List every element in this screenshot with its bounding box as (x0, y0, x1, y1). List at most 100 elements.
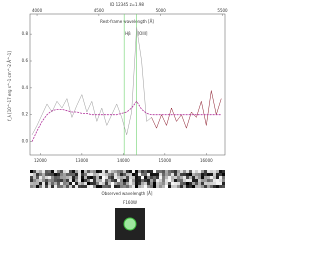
spectrum-2d-pixel (144, 170, 147, 173)
spectrum-2d-pixel (135, 170, 138, 173)
spectrum-2d-pixel (126, 176, 129, 179)
spectrum-2d-pixel (180, 170, 183, 173)
spectrum-2d-pixel (33, 182, 36, 185)
spectrum-2d-pixel (66, 182, 69, 185)
spectrum-2d-pixel (93, 170, 96, 173)
spectrum-2d-pixel (168, 179, 171, 182)
series-line (151, 90, 222, 129)
spectrum-2d-pixel (63, 182, 66, 185)
spectrum-2d-pixel (165, 173, 168, 176)
spectrum-2d-pixel (150, 170, 153, 173)
spectrum-2d-pixel (108, 182, 111, 185)
spectrum-2d-pixel (69, 179, 72, 182)
spectrum-2d-pixel (102, 173, 105, 176)
spectrum-2d-pixel (108, 170, 111, 173)
spectrum-2d-pixel (132, 170, 135, 173)
spectrum-2d-pixel (90, 170, 93, 173)
spectrum-2d-pixel (42, 173, 45, 176)
spectrum-2d-pixel (123, 179, 126, 182)
spectrum-2d-pixel (30, 176, 33, 179)
spectrum-2d-pixel (114, 170, 117, 173)
spectrum-2d-pixel (96, 176, 99, 179)
spectrum-2d-pixel (105, 176, 108, 179)
spectrum-2d-pixel (177, 182, 180, 185)
x-tick-label: 16000 (200, 158, 213, 163)
spectrum-2d-pixel (171, 173, 174, 176)
spectrum-2d-pixel (75, 170, 78, 173)
spectrum-2d-pixel (168, 173, 171, 176)
spectrum-2d-pixel (117, 182, 120, 185)
spectrum-2d-pixel (48, 170, 51, 173)
spectrum-2d-pixel (144, 176, 147, 179)
spectrum-2d-pixel (111, 176, 114, 179)
spectrum-2d-pixel (33, 179, 36, 182)
spectrum-2d-pixel (183, 173, 186, 176)
spectrum-2d-pixel (87, 179, 90, 182)
spectrum-2d-pixel (147, 173, 150, 176)
spectrum-2d-pixel (180, 179, 183, 182)
spectrum-2d-pixel (63, 173, 66, 176)
spectrum-2d-pixel (186, 170, 189, 173)
spectrum-2d-pixel (159, 185, 162, 188)
spectrum-2d-pixel (141, 185, 144, 188)
spectrum-2d-pixel (198, 185, 201, 188)
spectrum-2d-pixel (69, 182, 72, 185)
spectrum-2d-pixel (78, 170, 81, 173)
spectrum-2d-pixel (135, 173, 138, 176)
thumbnail-source (123, 217, 137, 231)
spectrum-2d-pixel (114, 173, 117, 176)
spectrum-2d-pixel (174, 185, 177, 188)
spectrum-2d-pixel (150, 179, 153, 182)
spectrum-2d-pixel (150, 185, 153, 188)
spectrum-2d-pixel (219, 179, 222, 182)
spectrum-2d-pixel (51, 170, 54, 173)
spectrum-2d-pixel (75, 182, 78, 185)
spectrum-2d-pixel (189, 179, 192, 182)
spectrum-2d-pixel (57, 176, 60, 179)
spectrum-2d-pixel (51, 176, 54, 179)
spectrum-2d-pixel (120, 182, 123, 185)
spectrum-2d-pixel (156, 179, 159, 182)
spectrum-2d-pixel (219, 182, 222, 185)
spectrum-2d-pixel (210, 170, 213, 173)
spectrum-2d-pixel (180, 185, 183, 188)
spectrum-2d-pixel (39, 185, 42, 188)
spectrum-2d-pixel (129, 173, 132, 176)
y-tick-label: 0.0 (22, 139, 29, 144)
spectrum-2d-pixel (222, 185, 225, 188)
x-tick-label: 14000 (117, 158, 130, 163)
spectrum-2d-pixel (174, 182, 177, 185)
spectrum-2d-pixel (141, 173, 144, 176)
spectrum-2d-pixel (120, 170, 123, 173)
chart-title: ID 12345 z=1.98 (110, 2, 144, 7)
spectrum-2d-pixel (216, 185, 219, 188)
spectrum-2d-pixel (75, 173, 78, 176)
spectrum-2d-pixel (201, 185, 204, 188)
spectrum-2d-pixel (180, 182, 183, 185)
spectrum-2d-pixel (45, 176, 48, 179)
spectrum-2d-pixel (150, 173, 153, 176)
spectrum-2d-pixel (135, 185, 138, 188)
spectrum-2d-pixel (126, 173, 129, 176)
spectrum-2d-pixel (36, 176, 39, 179)
spectrum-2d-pixel (30, 179, 33, 182)
spectrum-2d-pixel (78, 185, 81, 188)
spectrum-2d-pixel (213, 176, 216, 179)
spectrum-2d-pixel (168, 182, 171, 185)
spectrum-2d-pixel (57, 182, 60, 185)
spectrum-2d-pixel (192, 185, 195, 188)
spectrum-2d-pixel (75, 179, 78, 182)
spectrum-2d-pixel (51, 179, 54, 182)
spectrum-2d-pixel (69, 170, 72, 173)
spectrum-2d-pixel (78, 176, 81, 179)
spectrum-2d-pixel (159, 182, 162, 185)
spectrum-2d-pixel (219, 176, 222, 179)
spectrum-2d-pixel (78, 182, 81, 185)
spectrum-2d-pixel (48, 173, 51, 176)
spectrum-2d-pixel (192, 176, 195, 179)
spectrum-2d-pixel (60, 173, 63, 176)
spectrum-2d-pixel (51, 182, 54, 185)
spectrum-2d-pixel (45, 182, 48, 185)
spectrum-2d-pixel (48, 185, 51, 188)
spectrum-2d-pixel (105, 182, 108, 185)
